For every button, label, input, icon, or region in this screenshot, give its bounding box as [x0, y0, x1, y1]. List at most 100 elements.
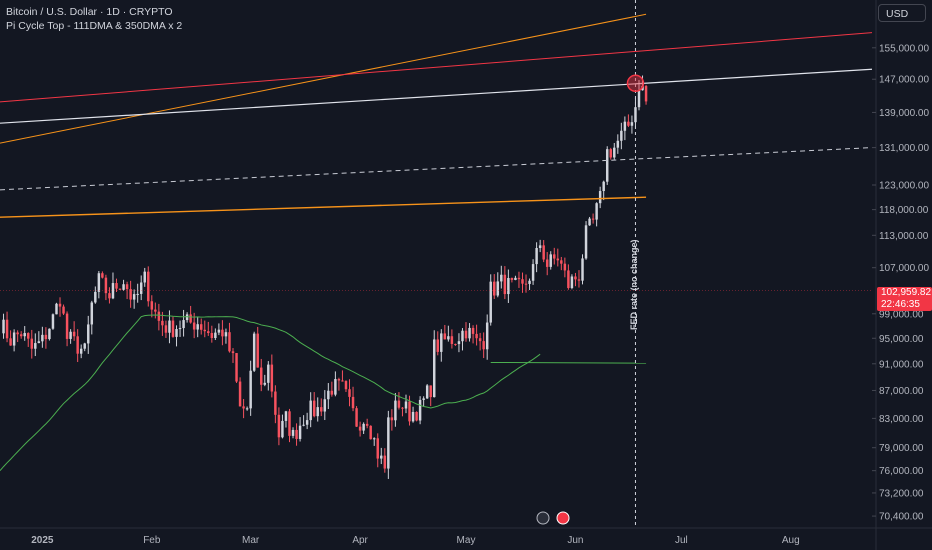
y-tick-label: 83,000.00 — [879, 414, 924, 425]
candle-body — [302, 424, 305, 426]
candle-body — [30, 338, 34, 349]
candle-body — [355, 408, 358, 427]
candle-body — [270, 364, 274, 392]
candle-body — [252, 333, 256, 371]
candle-body — [397, 400, 401, 408]
candle-body — [284, 411, 288, 421]
y-tick-label: 76,000.00 — [879, 466, 924, 477]
candle-body — [323, 399, 327, 412]
candle-body — [207, 331, 210, 334]
candle-body — [411, 411, 415, 422]
dma-350x2-line — [0, 13, 647, 144]
indicator-legend[interactable]: Pi Cycle Top - 111DMA & 350DMA x 2 — [6, 20, 183, 32]
ma-flat-segment — [490, 361, 647, 364]
candle-body — [436, 339, 440, 352]
candle-body — [203, 329, 206, 332]
candle-body — [263, 382, 267, 385]
candle-body — [577, 279, 581, 281]
candle-body — [337, 379, 341, 381]
candle-body — [542, 245, 545, 260]
candle-body — [503, 274, 507, 295]
candle-body — [468, 327, 471, 339]
candle-body — [595, 203, 598, 220]
candle-body — [644, 86, 648, 102]
candle-body — [616, 140, 620, 148]
y-tick-label: 147,000.00 — [879, 75, 929, 86]
candle-body — [55, 303, 58, 315]
candle-body — [94, 291, 97, 303]
candle-body — [538, 245, 542, 248]
candle-body — [267, 364, 270, 383]
candle-body — [5, 319, 9, 339]
candle-body — [496, 281, 500, 296]
candle-body — [609, 149, 612, 158]
candle-body — [9, 338, 12, 346]
candle-body — [591, 218, 595, 220]
candle-body — [143, 271, 146, 283]
event-icon-lightning — [536, 511, 550, 525]
candle-body — [358, 426, 362, 431]
candle-body — [401, 407, 404, 409]
candle-body — [125, 284, 129, 290]
candle-body — [23, 333, 26, 337]
candle-body — [517, 277, 521, 280]
candle-body — [97, 273, 101, 292]
candle-body — [524, 283, 528, 285]
candle-body — [327, 390, 330, 400]
candle-body — [348, 389, 351, 397]
candle-body — [48, 328, 51, 340]
candle-body — [415, 411, 418, 421]
candle-body — [482, 341, 485, 350]
candle-body — [429, 385, 432, 398]
candle-body — [556, 258, 560, 261]
candle-body — [224, 332, 228, 337]
candle-body — [362, 423, 365, 431]
candle-body — [16, 332, 19, 335]
candle-body — [12, 332, 16, 346]
y-tick-label: 123,000.00 — [879, 180, 929, 191]
candle-body — [507, 277, 510, 295]
candle-body — [489, 281, 492, 323]
candle-body — [34, 343, 37, 349]
candle-body — [440, 333, 443, 352]
x-tick-label: Apr — [352, 535, 368, 546]
candle-body — [471, 327, 475, 334]
candle-body — [118, 288, 122, 290]
candle-body — [249, 370, 252, 409]
x-tick-label: Jun — [567, 535, 583, 546]
candle-body — [372, 438, 376, 440]
orange-channel-line — [0, 196, 647, 218]
candle-body — [189, 314, 192, 323]
candle-body — [72, 331, 76, 337]
candle-body — [69, 331, 72, 339]
candle-body — [19, 334, 23, 337]
x-tick-label: May — [457, 535, 476, 546]
current-price-value: 102,959.82 — [881, 287, 932, 298]
candle-body — [320, 407, 323, 412]
y-tick-label: 95,000.00 — [879, 334, 924, 345]
candle-body — [394, 400, 397, 421]
candle-body — [41, 334, 44, 342]
candle-body — [369, 425, 372, 440]
candle-body — [581, 258, 584, 281]
candle-body — [605, 149, 609, 182]
currency-selector-button[interactable]: USD — [878, 4, 926, 22]
candle-body — [598, 191, 602, 204]
candle-body — [312, 400, 316, 417]
candle-body — [485, 322, 489, 350]
candle-body — [390, 417, 394, 421]
candle-body — [139, 282, 143, 294]
candle-body — [192, 322, 196, 330]
candle-body — [351, 396, 355, 409]
candle-body — [584, 225, 588, 259]
candle-body — [136, 293, 139, 295]
candle-body — [44, 334, 48, 340]
candle-body — [574, 276, 577, 280]
candle-body — [553, 254, 556, 259]
candle-body — [344, 381, 348, 390]
candle-body — [132, 294, 136, 300]
candle-body — [510, 277, 514, 280]
x-tick-label: Aug — [782, 535, 800, 546]
